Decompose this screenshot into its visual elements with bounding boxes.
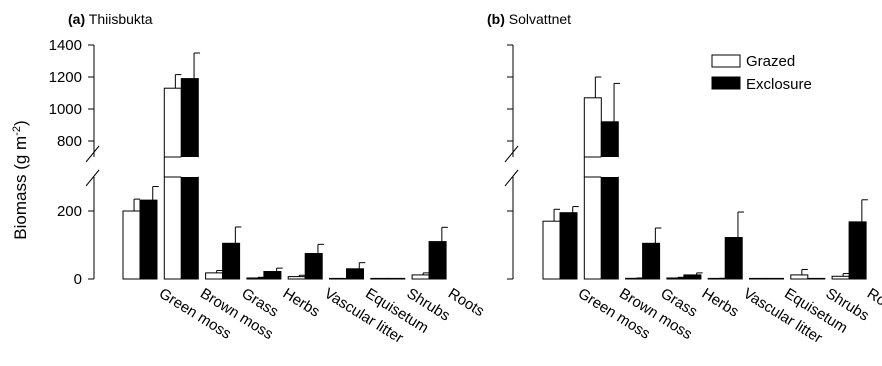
panel-b-letter: (b) bbox=[487, 11, 505, 27]
bar-grazed-green-moss bbox=[542, 220, 561, 280]
bar-exclosure-equisetum bbox=[766, 277, 784, 280]
bar-grazed-herbs bbox=[666, 277, 685, 280]
bar-exclosure-brown-moss-break-gap bbox=[601, 157, 619, 177]
y-axis-title-superscript: -2 bbox=[11, 126, 23, 136]
bar-grazed-equisetum bbox=[329, 277, 347, 280]
bar-exclosure-roots bbox=[428, 241, 447, 280]
bar-grazed-brown-moss-lower bbox=[163, 176, 182, 280]
bar-grazed-roots bbox=[411, 274, 430, 280]
bar-grazed-grass bbox=[205, 272, 224, 280]
bar-grazed-brown-moss-lower bbox=[583, 176, 602, 280]
bar-grazed-shrubs bbox=[370, 277, 389, 280]
x-tick-label-herbs: Herbs bbox=[280, 285, 323, 321]
panel-b-site: Solvattnet bbox=[509, 11, 571, 27]
bar-exclosure-brown-moss-lower bbox=[180, 176, 199, 280]
panel-a-title: (a) Thiisbukta bbox=[68, 11, 153, 27]
bar-exclosure-green-moss bbox=[139, 199, 158, 280]
bar-exclosure-brown-moss-upper bbox=[180, 78, 199, 158]
bar-grazed-brown-moss-upper bbox=[163, 87, 182, 158]
panel-a-site: Thiisbukta bbox=[89, 11, 153, 27]
panel-b-title: (b) Solvattnet bbox=[487, 11, 571, 27]
bar-grazed-equisetum bbox=[749, 277, 767, 280]
x-tick-label-roots: Roots bbox=[445, 285, 487, 320]
axis-break-mark bbox=[504, 145, 519, 163]
legend-swatch-exclosure bbox=[711, 76, 741, 90]
bar-grazed-shrubs bbox=[790, 274, 809, 280]
bar-exclosure-herbs bbox=[263, 271, 282, 280]
y-tick-label: 1200 bbox=[49, 69, 82, 86]
y-tick-label: 0 bbox=[74, 271, 82, 288]
axis-break-mark bbox=[85, 145, 100, 163]
panel-a-letter: (a) bbox=[68, 11, 85, 27]
y-tick-label: 1000 bbox=[49, 101, 82, 118]
bar-exclosure-shrubs bbox=[807, 277, 826, 280]
bar-exclosure-brown-moss-lower bbox=[600, 176, 619, 280]
bar-exclosure-herbs bbox=[683, 274, 702, 280]
axis-break-mark bbox=[504, 169, 519, 187]
bar-grazed-roots bbox=[831, 275, 850, 280]
y-axis-title: Biomass (g m-2) bbox=[11, 120, 30, 239]
bar-grazed-herbs bbox=[246, 277, 265, 280]
y-axis-title-close: ) bbox=[11, 120, 30, 126]
bar-exclosure-grass bbox=[642, 242, 661, 280]
bar-exclosure-vascular-litter bbox=[304, 253, 323, 280]
y-axis-title-main: Biomass (g m bbox=[11, 136, 30, 240]
bar-exclosure-shrubs bbox=[387, 277, 406, 280]
legend: Grazed Exclosure bbox=[711, 53, 812, 93]
y-tick-label: 1400 bbox=[49, 37, 82, 54]
bar-grazed-vascular-litter bbox=[287, 276, 306, 280]
axis-break-mark bbox=[85, 169, 100, 187]
legend-swatch-grazed bbox=[711, 54, 741, 68]
bar-exclosure-roots bbox=[848, 221, 867, 280]
bar-exclosure-vascular-litter bbox=[724, 237, 743, 280]
y-tick-label: 800 bbox=[57, 133, 82, 150]
legend-label-grazed: Grazed bbox=[746, 53, 795, 70]
bar-exclosure-brown-moss-upper bbox=[600, 121, 619, 158]
legend-label-exclosure: Exclosure bbox=[746, 76, 812, 93]
bar-exclosure-equisetum bbox=[346, 268, 364, 280]
bar-grazed-brown-moss-upper bbox=[583, 97, 602, 158]
bar-exclosure-grass bbox=[222, 242, 241, 280]
y-tick-label: 200 bbox=[57, 203, 82, 220]
bar-grazed-green-moss bbox=[122, 210, 141, 280]
bar-exclosure-brown-moss-break-gap bbox=[181, 157, 199, 177]
bar-exclosure-green-moss bbox=[559, 212, 578, 280]
x-tick-label-herbs: Herbs bbox=[699, 285, 742, 321]
